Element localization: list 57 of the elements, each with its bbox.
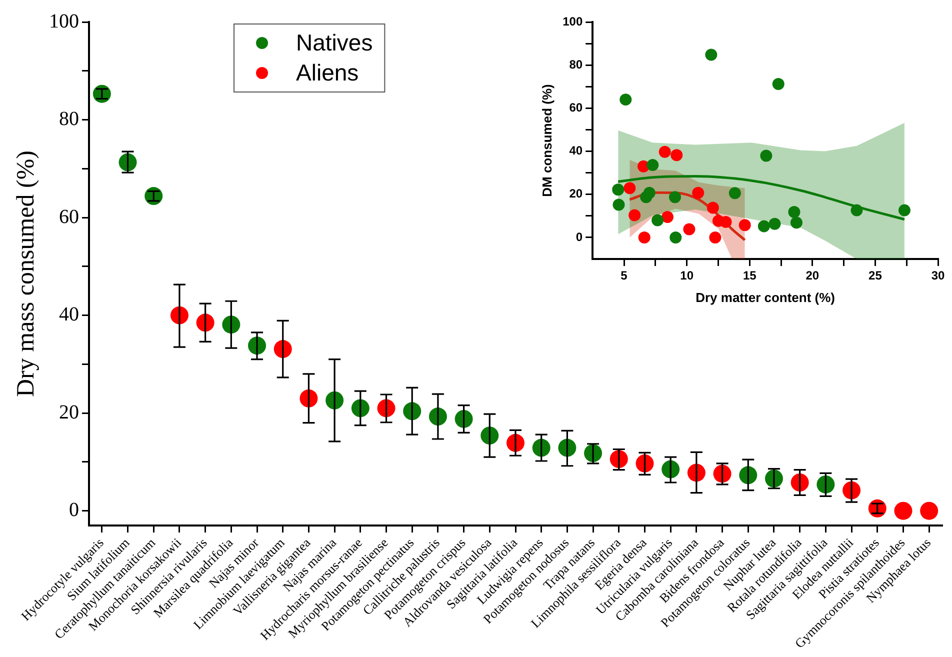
point (706, 202, 719, 214)
legend-label: Natives (296, 29, 373, 56)
point (670, 231, 682, 244)
legend-label: Aliens (296, 59, 359, 86)
point (868, 499, 886, 518)
point (738, 219, 751, 232)
point (658, 146, 671, 158)
point (669, 191, 682, 204)
point (692, 186, 704, 199)
point (670, 149, 683, 162)
point (646, 159, 659, 172)
point (661, 210, 674, 223)
point (898, 204, 910, 216)
y-tick-label: 100 (49, 10, 79, 32)
y-tick-label: 80 (59, 108, 79, 130)
point (620, 94, 632, 106)
x-tick-label: 20 (806, 268, 820, 283)
point (638, 231, 650, 244)
point (894, 502, 912, 520)
point (790, 216, 802, 229)
point (612, 184, 624, 196)
y-tick-label: 100 (562, 14, 583, 28)
x-tick-label: 10 (680, 268, 694, 283)
point (144, 187, 163, 206)
point (652, 214, 664, 226)
y-tick-label: 20 (59, 401, 79, 424)
y-tick-label: 40 (569, 144, 583, 158)
point (772, 78, 784, 90)
y-tick-label: 60 (59, 206, 79, 228)
y-tick-label: 20 (569, 186, 583, 201)
point (728, 187, 741, 200)
point (705, 48, 718, 61)
y-tick-label: 40 (59, 304, 79, 326)
point (920, 502, 938, 520)
point (92, 84, 111, 103)
y-axis-title: Dry mass consumed (%) (12, 150, 40, 398)
point (612, 198, 625, 211)
x-tick-label: 25 (868, 268, 882, 283)
point (768, 218, 781, 230)
y-tick-label: 60 (569, 100, 583, 114)
point (628, 209, 641, 222)
point (758, 220, 770, 232)
point (788, 206, 800, 218)
x-tick-label: 30 (931, 268, 945, 283)
point (624, 182, 636, 194)
y-tick-label: 0 (576, 230, 583, 244)
x-tick-label: 15 (742, 268, 757, 283)
y-tick-label: 80 (569, 57, 583, 72)
point (643, 186, 656, 199)
point (709, 231, 722, 244)
y-tick-label: 0 (69, 499, 79, 522)
point (760, 150, 772, 162)
x-tick-label: 5 (620, 268, 628, 283)
y-axis-title: DM consumed (%) (539, 84, 554, 197)
x-axis-title: Dry matter content (%) (696, 290, 836, 305)
point (850, 204, 863, 216)
point (683, 223, 696, 236)
